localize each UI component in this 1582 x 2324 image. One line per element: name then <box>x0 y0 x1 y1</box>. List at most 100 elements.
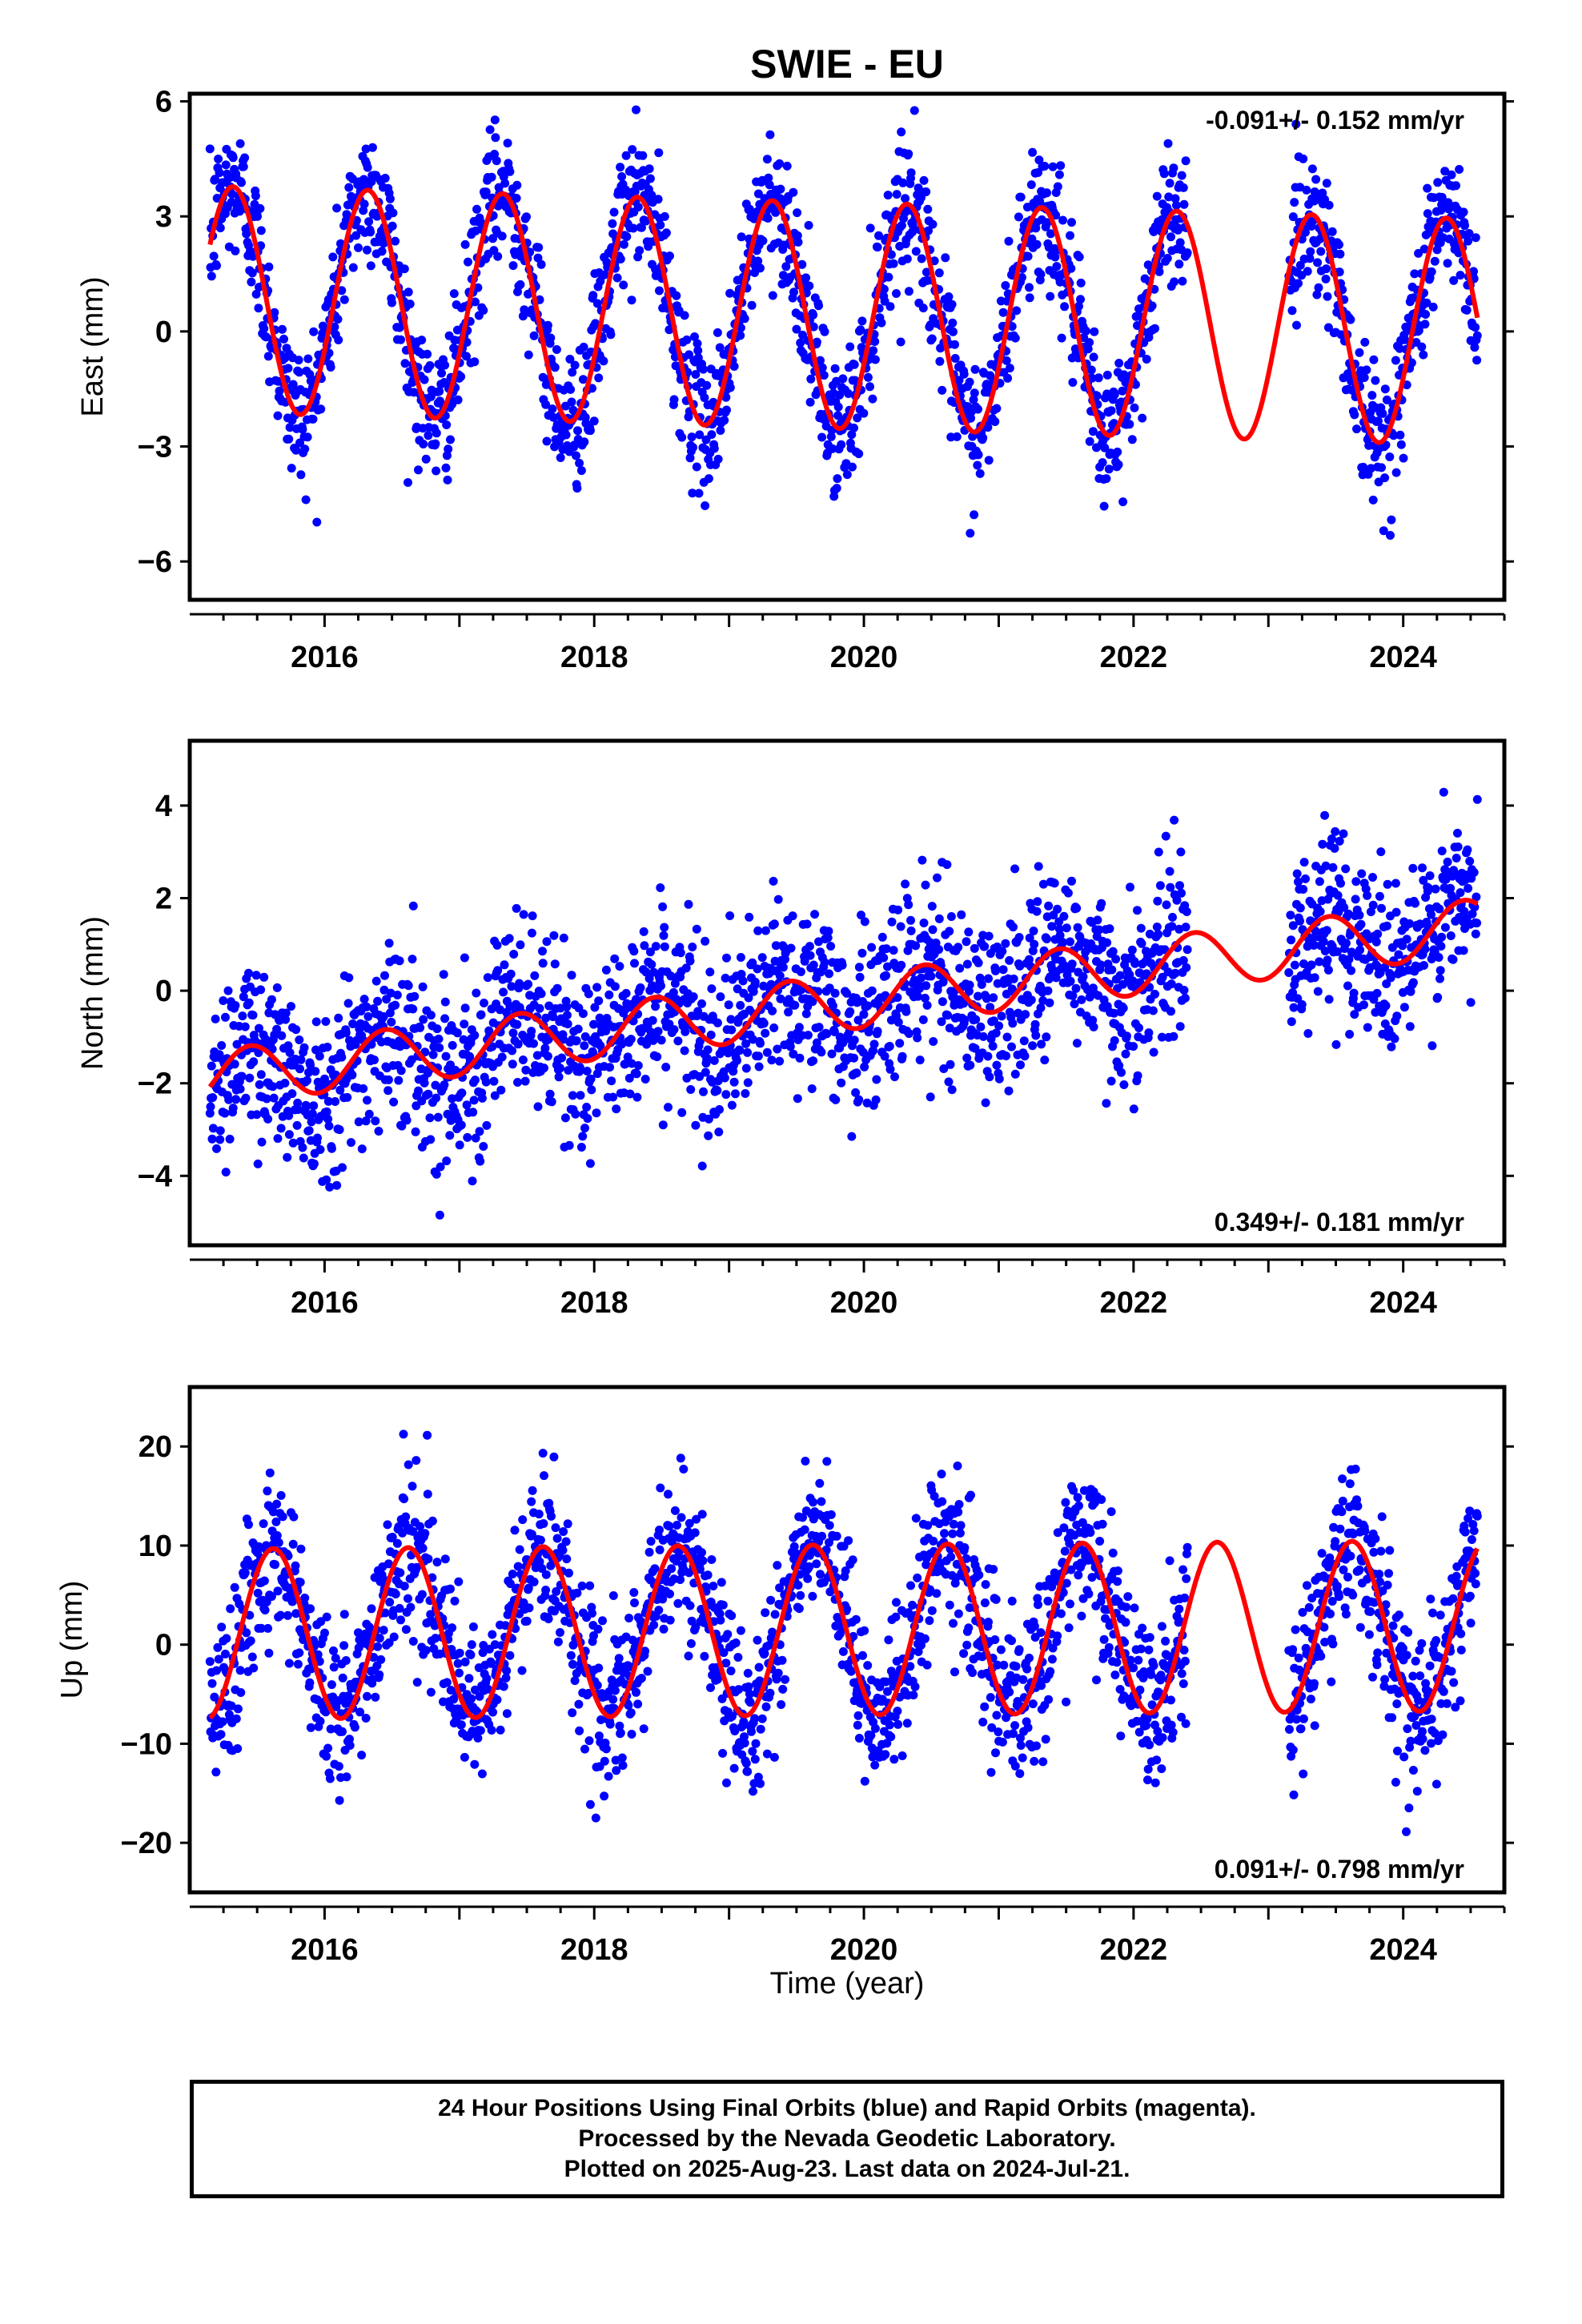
data-point <box>677 1108 687 1117</box>
data-point <box>892 289 901 298</box>
data-point <box>456 1120 466 1130</box>
data-point <box>287 1089 297 1099</box>
data-point <box>288 1138 298 1148</box>
data-point <box>322 1175 331 1184</box>
data-point <box>529 331 539 340</box>
data-point <box>1174 924 1184 934</box>
data-point <box>1456 888 1465 898</box>
data-point <box>647 959 656 969</box>
data-point <box>934 945 944 955</box>
data-point <box>985 1072 994 1082</box>
data-point <box>338 1727 347 1736</box>
data-point <box>661 228 671 238</box>
data-point <box>215 1135 225 1144</box>
data-point <box>307 1109 317 1119</box>
data-point <box>315 1716 325 1726</box>
data-point <box>1088 427 1098 436</box>
data-point <box>595 1013 604 1023</box>
data-point <box>420 1529 430 1538</box>
data-point <box>416 1023 425 1032</box>
data-point <box>946 912 956 921</box>
data-point <box>1446 883 1456 893</box>
data-point <box>1148 1006 1158 1015</box>
y-tick-label: 3 <box>155 200 172 234</box>
data-point <box>1098 458 1107 468</box>
data-point <box>571 1109 580 1119</box>
data-point <box>257 1137 267 1147</box>
data-point <box>660 211 669 221</box>
data-point <box>857 911 865 920</box>
data-point <box>263 1623 273 1633</box>
data-point <box>632 995 640 1004</box>
data-point <box>855 972 865 982</box>
data-point <box>703 1045 713 1055</box>
data-point <box>1408 293 1418 303</box>
data-point <box>1405 919 1415 928</box>
data-point <box>387 1532 397 1542</box>
data-point <box>790 1000 800 1010</box>
data-point <box>1391 356 1400 365</box>
data-point <box>992 404 1002 413</box>
data-point <box>1367 391 1377 400</box>
data-point <box>502 1709 512 1719</box>
data-point <box>255 203 265 213</box>
data-point <box>897 1051 907 1061</box>
data-point <box>1067 959 1077 969</box>
data-point <box>1423 209 1432 219</box>
data-point <box>303 1076 311 1085</box>
data-point <box>721 392 731 402</box>
data-point <box>1081 326 1090 336</box>
data-point <box>277 1031 287 1040</box>
data-point <box>284 434 294 444</box>
data-point <box>420 375 429 384</box>
data-point <box>205 144 215 154</box>
data-point <box>432 1558 442 1567</box>
data-point <box>1050 879 1059 888</box>
data-point <box>704 1114 713 1124</box>
data-point <box>921 187 931 196</box>
data-point <box>411 1127 420 1136</box>
data-point <box>1305 254 1315 263</box>
data-point <box>482 1674 492 1683</box>
data-point <box>669 987 678 997</box>
data-point <box>1176 847 1186 857</box>
data-point <box>232 1039 242 1049</box>
data-point <box>546 333 556 343</box>
data-point <box>1356 919 1366 929</box>
data-point <box>1431 884 1440 894</box>
data-point <box>437 368 446 378</box>
data-point <box>743 1078 753 1088</box>
data-point <box>401 1512 411 1522</box>
data-point <box>379 1626 388 1635</box>
data-point <box>253 1588 263 1598</box>
data-point <box>654 148 664 158</box>
data-point <box>1453 842 1463 851</box>
data-point <box>423 1430 432 1440</box>
data-point <box>432 1093 441 1103</box>
data-point <box>983 1051 993 1061</box>
data-point <box>1289 1003 1299 1012</box>
data-point <box>550 363 560 372</box>
data-point <box>535 1557 544 1566</box>
data-point <box>1433 992 1443 1002</box>
data-point <box>573 1024 583 1034</box>
data-point <box>1405 1022 1415 1031</box>
data-point <box>1142 355 1151 364</box>
data-point <box>315 1051 324 1061</box>
data-point <box>983 423 993 432</box>
data-point <box>502 1666 512 1675</box>
data-point <box>279 334 288 344</box>
data-point <box>468 1176 477 1186</box>
data-point <box>989 993 998 1003</box>
data-point <box>1068 991 1078 1000</box>
data-point <box>414 465 423 475</box>
data-point <box>221 1012 230 1022</box>
data-point <box>1014 933 1024 942</box>
data-point <box>221 160 231 170</box>
data-point <box>615 962 624 971</box>
data-point <box>998 308 1008 317</box>
data-point <box>418 982 428 991</box>
data-point <box>1089 1022 1098 1031</box>
data-point <box>538 959 548 968</box>
x-tick-label: 2020 <box>830 641 898 674</box>
